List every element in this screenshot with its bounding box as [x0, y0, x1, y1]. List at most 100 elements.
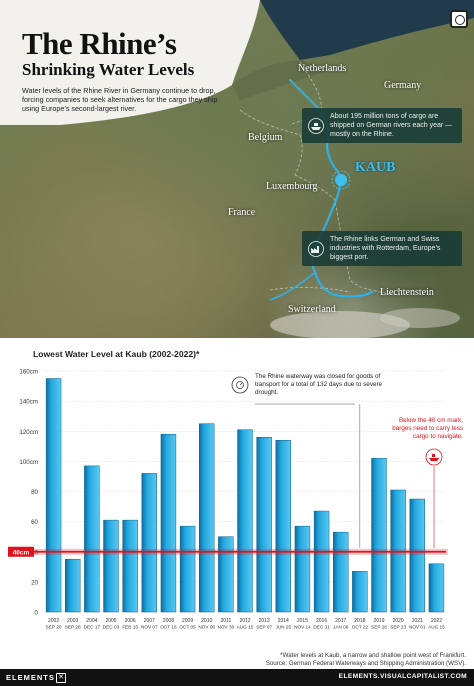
threshold-label: 40cm: [13, 549, 30, 556]
bar-2021: [409, 498, 426, 613]
x-tick-year: 2010: [201, 618, 212, 624]
y-tick-label: 0: [35, 610, 39, 617]
bar-2008: [160, 434, 177, 613]
y-tick-label: 20: [31, 579, 38, 586]
x-tick-year: 2014: [278, 618, 289, 624]
x-tick-date: FEB 15: [122, 625, 138, 630]
x-tick-date: SEP 07: [256, 625, 272, 630]
x-tick-year: 2013: [259, 618, 270, 624]
x-tick-date: SEP 23: [390, 625, 406, 630]
x-tick-year: 2011: [220, 618, 231, 624]
x-tick-date: NOV 14: [294, 625, 311, 630]
x-tick-date: OCT 05: [179, 625, 196, 630]
bar-2017: [332, 531, 349, 613]
x-tick-year: 2007: [144, 618, 155, 624]
x-tick-year: 2019: [373, 618, 384, 624]
x-tick-date: DEC 31: [313, 625, 330, 630]
y-tick-label: 140cm: [19, 399, 38, 406]
bar-2009: [179, 525, 196, 613]
bar-2022: [428, 563, 445, 613]
page-title: The Rhine’s: [22, 26, 177, 61]
x-tick-date: AUG 15: [237, 625, 254, 630]
x-tick-year: 2003: [67, 618, 78, 624]
x-tick-year: 2020: [393, 618, 404, 624]
chart-title: Lowest Water Level at Kaub (2002-2022)*: [33, 349, 200, 359]
footnote-source: Source: German Federal Waterways and Shi…: [265, 660, 466, 667]
footer-bar: ELEMENTS ✕ ELEMENTS.VISUALCAPITALIST.COM: [0, 669, 474, 686]
x-tick-date: NOV 07: [141, 625, 158, 630]
footer-brand: ELEMENTS: [6, 673, 55, 682]
y-tick-label: 60: [31, 519, 38, 526]
factory-icon: [308, 240, 324, 257]
label-france: France: [228, 207, 256, 218]
bar-2013: [256, 437, 272, 613]
x-tick-year: 2002: [48, 618, 59, 624]
kaub-marker-icon: [331, 170, 351, 190]
info-box-link: The Rhine links German and Swiss industr…: [302, 231, 462, 266]
label-belgium: Belgium: [248, 132, 283, 143]
footnote-definition: *Water levels at Kaub, a narrow and shal…: [280, 652, 466, 659]
bar-2005: [103, 519, 119, 613]
bar-2018: [352, 571, 368, 613]
y-tick-label: 40: [31, 549, 38, 556]
x-tick-year: 2005: [105, 618, 116, 624]
x-tick-year: 2009: [182, 618, 193, 624]
x-tick-date: NOV 06: [198, 625, 215, 630]
threshold-annotation: Below the 40 cm mark, barges need to carr…: [392, 417, 463, 440]
title-block: The Rhine’s Shrinking Water Levels Water…: [22, 28, 227, 113]
bar-2006: [122, 519, 138, 613]
label-netherlands: Netherlands: [298, 63, 347, 74]
y-tick-label: 160cm: [19, 369, 38, 376]
x-tick-date: JAN 09: [333, 625, 349, 630]
map-terrain: [0, 0, 474, 338]
kaub-label: KAUB: [355, 160, 396, 175]
x-tick-date: SEP 28: [371, 625, 387, 630]
x-tick-year: 2012: [239, 618, 250, 624]
x-tick-date: NOV 30: [218, 625, 235, 630]
y-tick-label: 120cm: [19, 429, 38, 436]
info-box-cargo: About 195 million tons of cargo are ship…: [302, 108, 462, 143]
closure-annotation: The Rhine waterway was closed for goods …: [255, 373, 383, 396]
label-germany: Germany: [384, 80, 422, 91]
bar-2014: [275, 440, 292, 613]
bar-2019: [371, 458, 387, 613]
x-tick-date: JUN 25: [275, 625, 291, 630]
clock-icon: [231, 376, 249, 394]
ship-icon: [308, 117, 324, 134]
bar-2004: [84, 465, 100, 613]
x-tick-date: OCT 22: [352, 625, 369, 630]
visual-capitalist-logo-icon: [450, 10, 468, 28]
barge-icon: [425, 448, 443, 466]
x-tick-year: 2015: [297, 618, 308, 624]
page-description: Water levels of the Rhine River in Germa…: [22, 86, 218, 113]
x-tick-year: 2016: [316, 618, 327, 624]
elements-logo-icon: ✕: [56, 673, 66, 683]
x-tick-date: DEC 17: [84, 625, 101, 630]
x-tick-year: 2006: [125, 618, 136, 624]
bar-2011: [218, 536, 234, 613]
footer-site-link[interactable]: ELEMENTS.VISUALCAPITALIST.COM: [338, 673, 467, 680]
x-tick-year: 2021: [412, 618, 423, 624]
y-tick-label: 100cm: [19, 459, 38, 466]
x-tick-year: 2022: [431, 618, 442, 624]
x-tick-year: 2004: [86, 618, 97, 624]
x-tick-date: AUG 15: [428, 625, 445, 630]
x-tick-date: NOV 01: [409, 625, 426, 630]
x-tick-date: OCT 16: [160, 625, 177, 630]
bar-2002: [45, 378, 62, 613]
info-cargo-text: About 195 million tons of cargo are ship…: [330, 113, 453, 138]
info-link-text: The Rhine links German and Swiss industr…: [330, 236, 441, 261]
x-tick-date: SEP 28: [65, 625, 81, 630]
page-subtitle: Shrinking Water Levels: [22, 60, 195, 79]
bar-2003: [64, 559, 81, 613]
bar-2015: [294, 525, 311, 613]
footnote: *Water levels at Kaub, a narrow and shal…: [266, 652, 466, 668]
bar-2007: [141, 473, 158, 613]
x-tick-year: 2008: [163, 618, 174, 624]
x-tick-date: DEC 03: [103, 625, 120, 630]
label-switzerland: Switzerland: [288, 304, 336, 315]
bar-2010: [198, 423, 215, 613]
bar-2016: [313, 510, 330, 613]
label-liechtenstein: Liechtenstein: [380, 287, 434, 298]
